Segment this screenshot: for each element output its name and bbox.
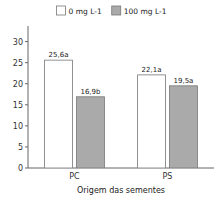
tick-label: 15	[13, 101, 23, 110]
tick-label: 5	[18, 143, 23, 152]
y-axis	[28, 26, 29, 168]
bar	[77, 97, 105, 168]
category-label: PS	[163, 172, 173, 181]
legend-item: 0 mg L-1	[57, 6, 102, 16]
chart: 0 5 10 15 20 25 30 25,6a 16,9b 22,1a 19,5a PC PS Orig…	[0, 0, 223, 200]
legend-label: 0 mg L-1	[69, 7, 102, 16]
tick-label: 25	[13, 59, 23, 68]
x-axis-label: Origem das sementes	[77, 186, 165, 195]
data-label: 22,1a	[142, 66, 162, 74]
legend-swatch	[57, 6, 66, 15]
bar	[170, 86, 198, 168]
data-label: 19,5a	[174, 77, 194, 85]
bar	[45, 60, 73, 168]
legend: 0 mg L-1 100 mg L-1	[57, 6, 167, 16]
tick-label: 20	[13, 80, 23, 89]
tick-label: 30	[13, 38, 23, 47]
tick-label: 0	[18, 164, 23, 173]
data-label: 16,9b	[80, 88, 101, 96]
data-labels: 25,6a 16,9b 22,1a 19,5a	[49, 51, 194, 96]
tick-label: 10	[13, 122, 23, 131]
bars	[45, 60, 198, 168]
legend-label: 100 mg L-1	[124, 7, 167, 16]
bar	[138, 75, 166, 168]
category-label: PC	[69, 172, 80, 181]
legend-swatch	[112, 6, 121, 15]
legend-item: 100 mg L-1	[112, 6, 167, 16]
data-label: 25,6a	[49, 51, 69, 59]
